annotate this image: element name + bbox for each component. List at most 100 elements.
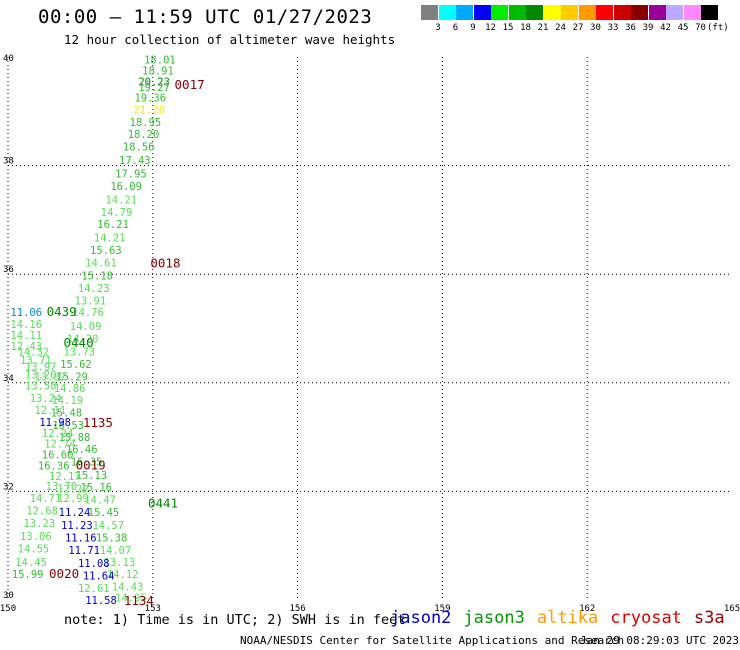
data-point-label: 12.74 [44,439,76,451]
x-tick-label: 165 [724,604,740,614]
data-point-label: 14.23 [78,283,110,295]
data-point-label: 13.23 [23,518,55,530]
page-title: 00:00 – 11:59 UTC 01/27/2023 [38,6,373,28]
data-point-label: 20.23 [138,76,170,88]
color-swatch-label: 45 [677,23,689,33]
data-point-label: 14.86 [54,383,86,395]
color-swatch [666,5,683,20]
data-point-label: 11.24 [59,507,91,519]
color-swatch-label: 6 [452,23,459,33]
data-point-label: 12.99 [57,493,89,505]
data-point-label: 14.09 [70,321,102,333]
color-swatch [491,5,508,20]
color-swatch [631,5,648,20]
color-swatch-label: 36 [625,23,636,33]
color-swatch [438,5,456,20]
pass-time-label: 0439 [47,304,77,319]
data-point-label: 13.87 [35,371,67,383]
x-tick-label: 150 [0,604,16,614]
data-point-label: 12.11 [35,405,67,417]
data-point-label: 16.53 [52,420,84,432]
data-point-label: 15.88 [59,432,91,444]
data-point-label: 15.16 [80,482,112,494]
y-tick-label: 30 [3,591,14,601]
pass-time-label: 0017 [175,77,205,92]
color-swatch [596,5,613,20]
page-subtitle: 12 hour collection of altimeter wave hei… [64,32,396,47]
data-point-label: 19.36 [134,93,166,105]
data-point-label: 13.71 [20,355,52,367]
color-swatch-label: 24 [555,23,566,33]
data-point-label: 18.95 [130,117,162,129]
x-tick-label: 156 [289,604,305,614]
color-swatch [648,5,666,20]
pass-time-label: 0440 [64,335,94,350]
color-swatch [613,5,631,20]
x-tick-label: 159 [434,604,450,614]
data-point-label: 11.71 [68,545,100,557]
data-point-label: 15.99 [12,569,44,581]
data-point-label: 13.97 [25,362,57,374]
data-point-label: 14.19 [51,395,83,407]
x-tick-label: 153 [145,604,161,614]
data-point-label: 14.76 [72,307,104,319]
data-point-label: 11.23 [61,520,93,532]
data-point-label: 18.20 [128,129,160,141]
data-point-label: 14.57 [92,520,124,532]
data-point-label: 13.20 [25,370,57,382]
color-swatch-label: 27 [572,23,584,33]
data-point-label: 13.24 [30,393,62,405]
x-tick-label: 162 [579,604,595,614]
data-point-label: 12.22 [57,484,89,496]
credit-text: NOAA/NESDIS Center for Satellite Applica… [240,634,625,647]
data-point-label: 14.79 [101,207,133,219]
pass-time-label: 0441 [148,495,178,510]
data-point-label: 15.29 [56,371,88,383]
legend-entry: s3a [693,608,725,628]
color-swatch [578,5,596,20]
data-point-label: 16.09 [110,181,142,193]
color-swatch-label: 15 [502,23,514,33]
color-swatch [683,5,701,20]
data-point-label: 13.06 [20,531,52,543]
data-point-label: 13.91 [75,295,107,307]
data-point-label: 17.95 [115,169,147,181]
color-swatch [561,5,578,20]
pass-time-label: 0018 [150,255,180,270]
data-point-label: 16.36 [38,460,70,472]
data-point-label: 15.18 [81,270,113,282]
data-point-label: 13.73 [64,346,96,358]
data-point-label: 18.01 [144,55,176,67]
data-point-label: 11.16 [65,533,97,545]
y-tick-label: 32 [3,482,14,492]
data-point-label: 16.21 [97,219,129,231]
data-point-label: 19.27 [138,82,170,94]
data-point-label: 15.13 [76,470,108,482]
data-point-label: 17.43 [119,155,151,167]
data-point-label: 14.47 [84,495,116,507]
timestamp-text: Jan 29 08:29:03 UTC 2023 [580,634,739,647]
data-point-label: 14.43 [112,581,144,593]
pass-time-label: 1135 [83,415,113,430]
data-point-label: 12.61 [78,583,110,595]
data-point-label: 14.71 [30,493,62,505]
color-swatch-label: 9 [470,23,476,33]
data-point-label: 14.12 [107,569,139,581]
data-point-label: 14.61 [85,257,117,269]
data-point-label: 14.21 [105,194,137,206]
color-swatch-label: 70 [695,23,706,33]
color-swatch-label: 18 [520,23,531,33]
data-point-label: 14.16 [10,319,42,331]
color-swatch [421,5,438,20]
data-point-label: 12.24 [42,428,74,440]
legend-entry: jason3 [463,608,525,628]
data-point-label: 13.13 [104,557,136,569]
data-point-label: 11.06 [10,307,42,319]
data-point-label: 13.70 [46,481,78,493]
data-point-label: 15.45 [88,507,120,519]
color-swatch-label: 39 [642,23,654,33]
pass-time-label: 0020 [49,566,79,581]
legend-entry: jason2 [390,608,452,628]
data-point-label: 18.56 [123,142,155,154]
